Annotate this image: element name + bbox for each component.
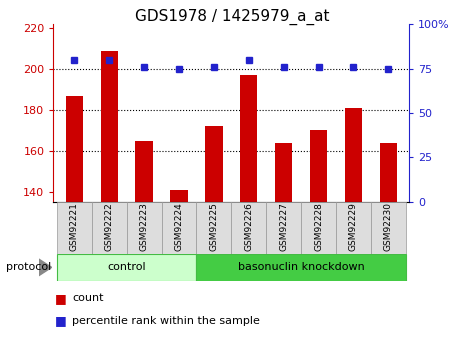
Bar <box>371 202 405 254</box>
Bar <box>205 126 223 345</box>
Bar <box>240 75 258 345</box>
Text: GSM92225: GSM92225 <box>209 202 219 251</box>
Text: ■: ■ <box>54 292 66 305</box>
Text: GSM92221: GSM92221 <box>70 202 79 251</box>
Bar <box>336 202 371 254</box>
Text: percentile rank within the sample: percentile rank within the sample <box>72 316 260 326</box>
Polygon shape <box>39 259 52 276</box>
Text: count: count <box>72 294 104 303</box>
Bar <box>135 140 153 345</box>
Bar <box>100 51 118 345</box>
Text: GSM92224: GSM92224 <box>174 202 184 251</box>
Text: ■: ■ <box>54 314 66 327</box>
Bar <box>275 142 292 345</box>
Text: GDS1978 / 1425979_a_at: GDS1978 / 1425979_a_at <box>135 9 330 25</box>
Text: protocol: protocol <box>6 263 51 272</box>
Bar <box>345 108 362 345</box>
Bar <box>196 254 405 281</box>
Text: GSM92226: GSM92226 <box>244 202 253 251</box>
Bar <box>196 202 232 254</box>
Text: control: control <box>107 263 146 272</box>
Text: GSM92229: GSM92229 <box>349 202 358 251</box>
Text: GSM92223: GSM92223 <box>140 202 149 251</box>
Text: basonuclin knockdown: basonuclin knockdown <box>238 263 365 272</box>
Bar <box>379 142 397 345</box>
Bar <box>92 202 126 254</box>
Bar <box>266 202 301 254</box>
Text: GSM92227: GSM92227 <box>279 202 288 251</box>
Bar <box>310 130 327 345</box>
Bar <box>232 202 266 254</box>
Text: GSM92230: GSM92230 <box>384 202 393 251</box>
Bar <box>301 202 336 254</box>
Text: GSM92222: GSM92222 <box>105 202 114 251</box>
Bar <box>170 189 188 345</box>
Bar <box>126 202 162 254</box>
Bar <box>66 96 83 345</box>
Bar <box>57 202 92 254</box>
Bar <box>162 202 196 254</box>
Text: GSM92228: GSM92228 <box>314 202 323 251</box>
Bar <box>57 254 196 281</box>
